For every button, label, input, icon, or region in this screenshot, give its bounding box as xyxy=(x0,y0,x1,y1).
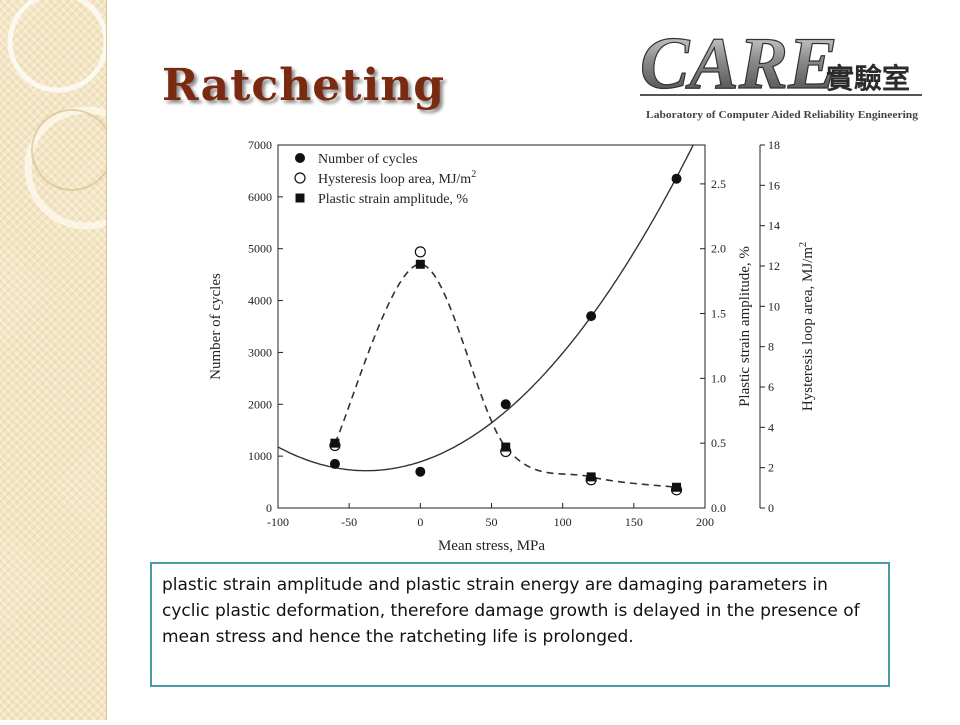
right1-y-tick-label: 2.5 xyxy=(711,177,726,191)
right1-y-axis-title: Plastic strain amplitude, % xyxy=(737,246,753,407)
x-tick-label: -50 xyxy=(341,515,357,529)
logo-chinese-text: 實驗室 xyxy=(826,62,910,95)
legend-marker xyxy=(294,172,306,184)
logo-subtitle: Laboratory of Computer Aided Reliability… xyxy=(646,110,918,121)
right1-y-tick-label: 2.0 xyxy=(711,242,726,256)
number-of-cycles-point xyxy=(586,311,597,322)
x-tick-label: 150 xyxy=(625,515,643,529)
left-y-tick-label: 7000 xyxy=(248,138,272,152)
ratcheting-chart: -100 -50 0 50 100 150 200 Mean stress, MPa 0 1000… xyxy=(200,130,830,560)
plastic-strain-amplitude-point xyxy=(501,442,511,452)
right2-y-tick-label: 14 xyxy=(768,219,780,233)
left-y-tick-label: 0 xyxy=(266,501,272,515)
x-axis-title: Mean stress, MPa xyxy=(438,538,545,554)
number-of-cycles-point xyxy=(415,466,426,477)
plastic-strain-amplitude-point xyxy=(415,259,425,269)
number-of-cycles-point xyxy=(500,399,511,410)
right2-y-tick-label: 8 xyxy=(768,340,774,354)
right2-y-tick-label: 18 xyxy=(768,138,780,152)
right2-y-tick-label: 16 xyxy=(768,178,780,192)
x-tick-label: -100 xyxy=(267,515,289,529)
logo-main-text: CARE xyxy=(640,23,837,105)
right2-y-axis-title: Hysteresis loop area, MJ/m2 xyxy=(798,242,816,411)
left-y-tick-label: 1000 xyxy=(248,449,272,463)
right2-y-tick-label: 4 xyxy=(768,420,774,434)
legend-marker xyxy=(295,153,305,163)
right2-y-tick-label: 0 xyxy=(768,501,774,515)
right1-y-tick-label: 0.0 xyxy=(711,501,726,515)
left-y-axis-title: Number of cycles xyxy=(208,273,224,380)
x-tick-label: 200 xyxy=(696,515,714,529)
right1-y-tick-label: 1.5 xyxy=(711,307,726,321)
x-tick-label: 50 xyxy=(486,515,498,529)
chart-legend: Number of cycles Hysteresis loop area, MJ… xyxy=(294,152,476,207)
explanation-text-box: plastic strain amplitude and plastic str… xyxy=(150,562,890,687)
sidebar-circles-decoration xyxy=(7,0,148,230)
plastic-strain-dashed-curve xyxy=(334,263,677,489)
legend-label: Plastic strain amplitude, % xyxy=(318,192,468,207)
hysteresis-loop-area-point xyxy=(414,246,426,258)
left-y-tick-label: 5000 xyxy=(248,242,272,256)
number-of-cycles-point xyxy=(329,458,340,469)
decorative-sidebar xyxy=(0,0,148,720)
left-y-tick-label: 2000 xyxy=(248,397,272,411)
right2-y-tick-label: 12 xyxy=(768,259,780,273)
right2-y-tick-label: 6 xyxy=(768,380,774,394)
slide-title: Ratcheting xyxy=(162,60,445,111)
right1-y-tick-label: 0.5 xyxy=(711,436,726,450)
x-tick-label: 0 xyxy=(417,515,423,529)
plastic-strain-amplitude-point xyxy=(586,472,596,482)
right2-y-tick-label: 10 xyxy=(768,299,780,313)
explanation-text: plastic strain amplitude and plastic str… xyxy=(162,575,860,647)
right1-y-tick-label: 1.0 xyxy=(711,371,726,385)
number-of-cycles-point xyxy=(671,173,682,184)
legend-label: Number of cycles xyxy=(318,152,418,167)
right2-y-axis-title-superscript: 2 xyxy=(798,242,809,247)
left-y-tick-label: 4000 xyxy=(248,294,272,308)
plastic-strain-amplitude-point xyxy=(672,482,682,492)
left-y-tick-label: 6000 xyxy=(248,190,272,204)
legend-label-superscript: 2 xyxy=(471,169,476,180)
care-lab-logo: CARE 實驗室 Laboratory of Computer Aided Re… xyxy=(636,18,926,130)
legend-marker xyxy=(295,193,305,203)
x-tick-label: 100 xyxy=(554,515,572,529)
plastic-strain-amplitude-point xyxy=(330,438,340,448)
left-y-tick-label: 3000 xyxy=(248,345,272,359)
legend-label: Hysteresis loop area, MJ/m2 xyxy=(318,169,476,187)
right2-y-tick-label: 2 xyxy=(768,461,774,475)
